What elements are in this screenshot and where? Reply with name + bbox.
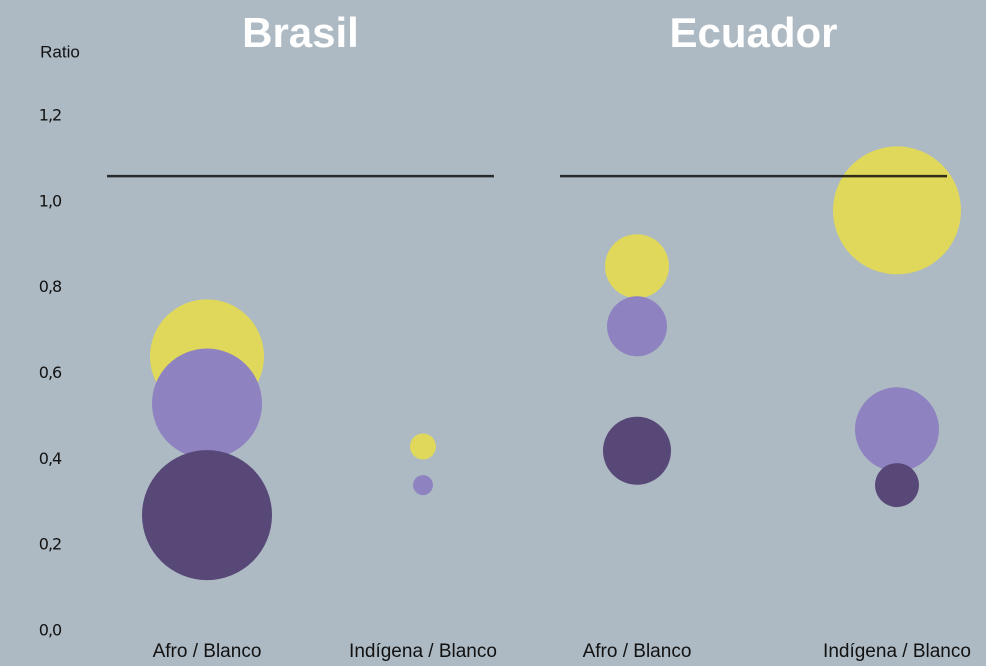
y-tick-label: 0,2 xyxy=(39,535,61,554)
y-tick-label: 0,0 xyxy=(39,621,62,640)
y-tick-label: 0,4 xyxy=(39,449,62,468)
panel-title: Brasil xyxy=(242,9,359,56)
x-tick-label: Afro / Blanco xyxy=(583,641,692,662)
bubble xyxy=(833,146,961,275)
bubble xyxy=(855,387,939,472)
y-tick-label: 0,8 xyxy=(39,277,62,296)
bubble xyxy=(605,234,669,299)
x-tick-label: Afro / Blanco xyxy=(153,641,262,662)
x-tick-label: Indígena / Blanco xyxy=(823,641,971,662)
bubble xyxy=(410,433,436,460)
bubble xyxy=(607,296,667,357)
y-axis-label: Ratio xyxy=(40,42,80,61)
y-tick-label: 1,2 xyxy=(39,106,61,125)
y-tick-label: 0,6 xyxy=(39,363,62,382)
bubble xyxy=(152,348,262,459)
panel-title: Ecuador xyxy=(669,9,837,56)
x-tick-label: Indígena / Blanco xyxy=(349,641,497,662)
bubble xyxy=(875,463,919,508)
bubble xyxy=(142,450,272,581)
y-tick-label: 1,0 xyxy=(39,191,62,210)
bubble xyxy=(603,416,671,485)
bubble xyxy=(413,475,433,496)
